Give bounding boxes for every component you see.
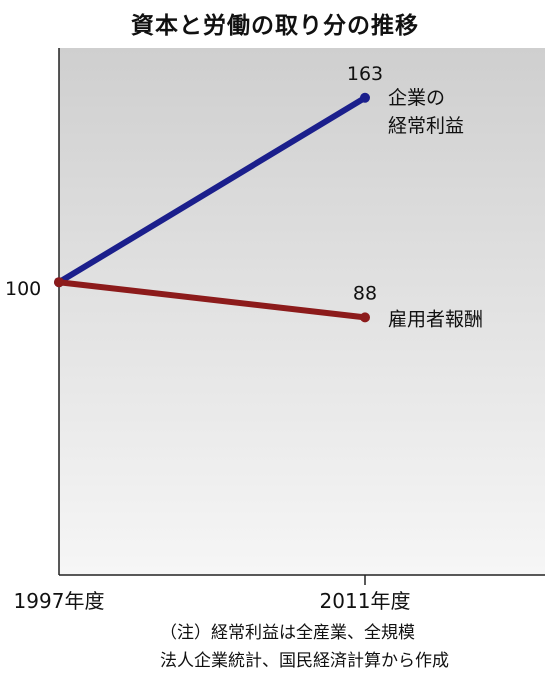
data-label-0: 163 bbox=[347, 63, 383, 85]
start-value-label: 100 bbox=[5, 278, 41, 300]
x-tick-label-0: 1997年度 bbox=[14, 589, 105, 613]
x-tick-label-1: 2011年度 bbox=[320, 589, 411, 613]
data-point-0-1 bbox=[360, 92, 370, 103]
series-line-1 bbox=[56, 279, 368, 321]
series-line-0 bbox=[56, 94, 368, 286]
data-label-1: 88 bbox=[353, 282, 377, 304]
chart-title: 資本と労働の取り分の推移 bbox=[131, 13, 419, 39]
data-point-1-0 bbox=[54, 277, 64, 288]
series-name-label-0-0: 企業の bbox=[388, 87, 445, 109]
series-name-label-0-1: 経常利益 bbox=[388, 115, 464, 137]
footnote-line-1: （注）経常利益は全産業、全規模 bbox=[160, 623, 415, 643]
data-point-1-1 bbox=[360, 312, 370, 323]
footnote-line-2: 法人企業統計、国民経済計算から作成 bbox=[160, 651, 449, 671]
series-name-label-1-0: 雇用者報酬 bbox=[388, 308, 483, 330]
